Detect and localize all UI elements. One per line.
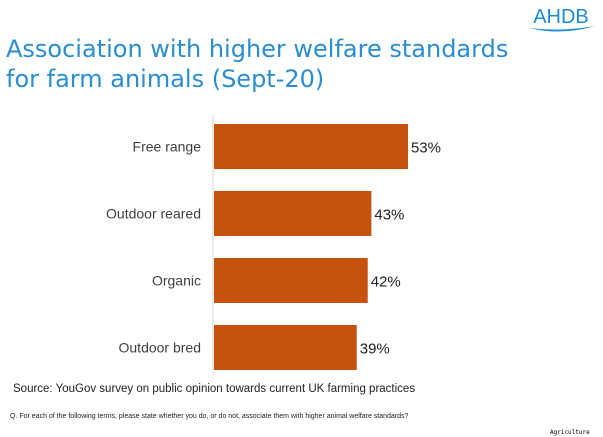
category-label: Organic xyxy=(152,273,201,289)
value-label: 39% xyxy=(360,341,390,358)
value-label: 43% xyxy=(374,207,404,224)
value-label: 53% xyxy=(411,140,441,157)
chart-title: Association with higher welfare standard… xyxy=(6,35,509,93)
bar xyxy=(214,258,368,303)
category-label: Outdoor reared xyxy=(106,206,201,222)
ahdb-logo: AHDB xyxy=(529,6,595,32)
footer-label: Agriculture xyxy=(550,429,590,436)
category-label: Free range xyxy=(133,139,202,155)
bar xyxy=(214,124,408,169)
bar xyxy=(214,325,357,370)
bar-chart: Free range 53% Outdoor reared 43% Organic 42%… xyxy=(106,114,441,375)
category-label: Outdoor bred xyxy=(119,340,202,356)
bar xyxy=(214,191,372,236)
value-label: 42% xyxy=(371,274,401,291)
source-note: Source: YouGov survey on public opinion … xyxy=(13,383,416,395)
svg-text:AHDB: AHDB xyxy=(533,6,589,28)
question-note: Q. For each of the following terms, plea… xyxy=(10,413,409,420)
